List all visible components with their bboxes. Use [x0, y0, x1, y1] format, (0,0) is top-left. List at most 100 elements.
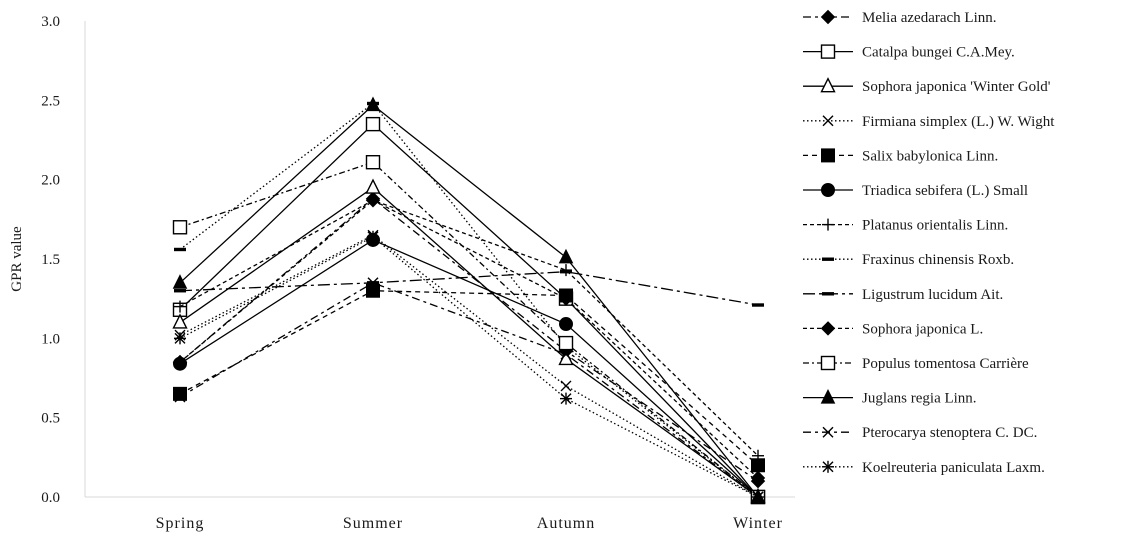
data-point	[365, 116, 381, 132]
legend-item: Fraxinus chinensis Roxb.	[803, 252, 1014, 268]
series-line	[179, 102, 759, 498]
legend-item: Juglans regia Linn.	[803, 388, 977, 407]
legend-label: Pterocarya stenoptera C. DC.	[862, 425, 1037, 441]
series-group	[174, 269, 764, 307]
data-point	[752, 303, 764, 307]
data-point	[172, 313, 188, 329]
series-group	[174, 194, 764, 462]
data-point	[365, 96, 381, 112]
data-point	[367, 277, 379, 289]
legend-marker	[822, 292, 834, 296]
legend-item: Catalpa bungei C.A.Mey.	[803, 44, 1015, 61]
legend-marker	[822, 115, 834, 127]
legend-item: Triadica sebifera (L.) Small	[803, 183, 1028, 199]
data-point	[559, 317, 573, 332]
series-group	[172, 193, 766, 486]
data-point	[365, 193, 381, 208]
data-point	[174, 300, 186, 313]
legend-item: Koelreuteria paniculata Laxm.	[803, 460, 1045, 476]
data-point	[752, 449, 764, 462]
legend-item: Firmiana simplex (L.) W. Wight	[803, 114, 1055, 130]
series-line	[179, 199, 759, 479]
data-point	[560, 392, 572, 405]
series-line	[179, 186, 759, 498]
data-point	[752, 491, 764, 503]
y-tick-label: 3.0	[41, 14, 60, 30]
legend-label: Populus tomentosa Carrière	[862, 356, 1029, 372]
legend-item: Melia azedarach Linn.	[803, 9, 997, 26]
legend-label: Triadica sebifera (L.) Small	[862, 183, 1028, 199]
y-tick-label: 2.5	[41, 93, 60, 109]
legend: Melia azedarach Linn. Catalpa bungei C.A.…	[803, 9, 1055, 476]
data-point	[174, 332, 186, 345]
marker-stroke	[174, 391, 186, 403]
marker-stroke	[822, 115, 834, 127]
marker-stroke	[367, 277, 379, 289]
y-axis-title: GPR value	[9, 226, 25, 292]
marker-stroke	[560, 380, 572, 392]
series-line	[179, 161, 759, 498]
series-line	[179, 239, 759, 498]
series-line	[179, 290, 759, 466]
series-line	[179, 271, 759, 306]
series-line	[179, 234, 759, 498]
series-line	[179, 282, 759, 498]
data-point	[172, 274, 188, 289]
y-tick-label: 2.0	[41, 173, 60, 189]
data-point	[174, 391, 186, 403]
legend-marker	[820, 77, 836, 93]
data-point	[560, 269, 572, 274]
legend-marker	[821, 148, 835, 163]
legend-marker	[822, 460, 834, 473]
x-tick-label: Autumn	[537, 515, 595, 532]
series-group	[174, 101, 764, 499]
legend-marker	[822, 426, 834, 438]
legend-label: Catalpa bungei C.A.Mey.	[862, 45, 1015, 61]
legend-marker	[821, 183, 835, 197]
legend-label: Fraxinus chinensis Roxb.	[862, 252, 1014, 268]
data-point	[365, 155, 381, 170]
series-line	[179, 104, 759, 498]
series-line	[179, 197, 759, 482]
data-point	[558, 248, 574, 264]
series-line	[179, 236, 759, 498]
legend-marker	[820, 321, 836, 336]
series-line	[179, 123, 759, 498]
data-point	[366, 283, 380, 298]
legend-label: Koelreuteria paniculata Laxm.	[862, 460, 1045, 476]
data-point	[750, 470, 766, 486]
legend-item: Salix babylonica Linn.	[803, 148, 998, 164]
legend-label: Juglans regia Linn.	[862, 391, 977, 407]
legend-item: Populus tomentosa Carrière	[803, 355, 1029, 372]
legend-label: Sophora japonica L.	[862, 321, 983, 337]
legend-item: Ligustrum lucidum Ait.	[803, 287, 1003, 303]
y-tick-label: 1.0	[41, 331, 60, 347]
legend-label: Firmiana simplex (L.) W. Wight	[862, 114, 1055, 130]
legend-marker	[822, 257, 834, 261]
data-point	[560, 380, 572, 392]
legend-marker	[820, 44, 836, 59]
marker-stroke	[822, 426, 834, 438]
legend-marker	[820, 388, 836, 404]
legend-label: Salix babylonica Linn.	[862, 148, 998, 164]
data-point	[174, 247, 186, 252]
y-tick-label: 0.5	[41, 411, 60, 427]
series-layer	[172, 96, 766, 505]
x-tick-label: Winter	[733, 515, 783, 532]
series-group	[172, 178, 766, 504]
series-line	[179, 199, 759, 457]
legend-marker	[820, 355, 836, 371]
legend-label: Platanus orientalis Linn.	[862, 218, 1008, 234]
x-tick-label: Spring	[156, 515, 205, 532]
data-point	[558, 335, 574, 351]
legend-marker	[822, 218, 834, 231]
legend-label: Melia azedarach Linn.	[862, 10, 997, 26]
y-tick-label: 0.0	[41, 490, 60, 506]
series-group	[172, 191, 766, 489]
data-point	[558, 291, 574, 306]
series-group	[174, 229, 764, 503]
series-group	[172, 96, 766, 503]
series-group	[174, 277, 764, 503]
legend-item: Platanus orientalis Linn.	[803, 218, 1008, 234]
